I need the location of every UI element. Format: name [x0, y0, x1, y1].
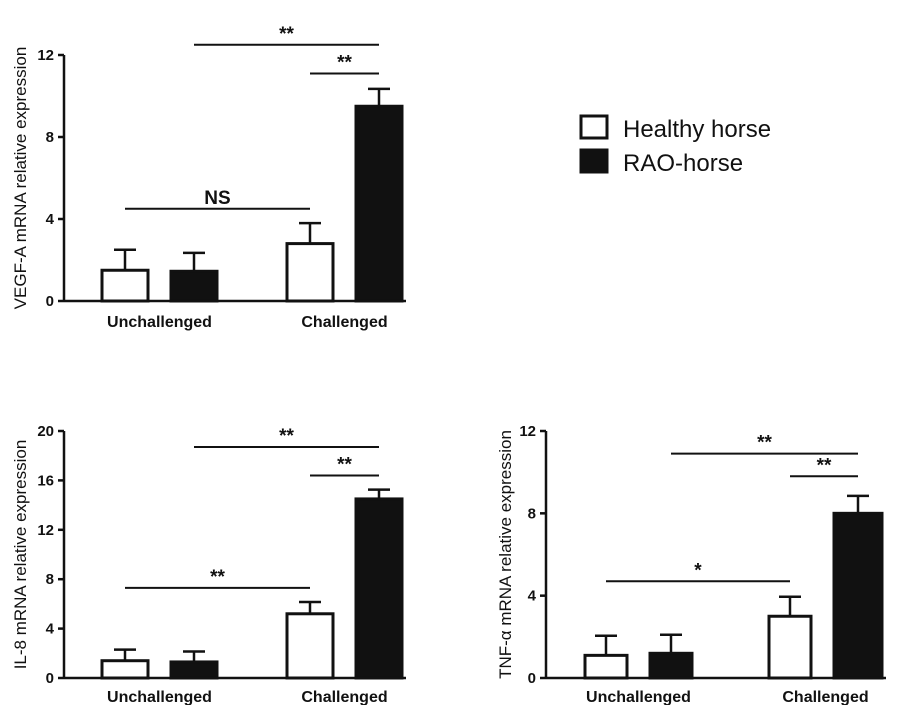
chart-panel-2: 0 4 8 12 16 20 IL-8 mRNA relative expression Un…: [11, 423, 406, 705]
bar-rao-challenged: [354, 104, 404, 303]
bar-rao-challenged: [354, 497, 404, 680]
y-tick-label: 0: [46, 293, 54, 310]
significance-label: **: [337, 454, 352, 475]
significance-label: **: [337, 52, 352, 73]
y-tick-label: 12: [37, 522, 54, 539]
y-tick-label: 0: [46, 670, 54, 687]
y-tick-label: 16: [37, 472, 54, 489]
bar-healthy-unchallenged: [583, 653, 629, 680]
y-axis-label: VEGF-A mRNA relative expression: [11, 47, 30, 310]
chart-panel-1: 0 4 8 12 VEGF-A mRNA relative expression Unch…: [11, 24, 406, 331]
y-tick-label: 20: [37, 423, 54, 440]
category-label: Challenged: [301, 689, 387, 705]
bar-healthy-challenged: [285, 242, 335, 303]
y-axis-label: IL-8 mRNA relative expression: [11, 440, 30, 670]
legend: Healthy horse RAO-horse: [579, 114, 771, 177]
category-label: Challenged: [782, 689, 868, 705]
y-tick-label: 4: [528, 588, 537, 605]
y-axis-label: TNF-α mRNA relative expression: [496, 430, 515, 679]
significance-label: NS: [204, 188, 230, 209]
legend-swatch-healthy: [579, 114, 609, 140]
significance-label: **: [279, 426, 294, 447]
bar-rao-unchallenged: [169, 660, 219, 680]
y-tick-label: 4: [46, 211, 55, 228]
bar-rao-unchallenged: [648, 651, 694, 680]
y-tick-label: 12: [37, 47, 54, 64]
significance-label: **: [279, 24, 294, 45]
bar-rao-challenged: [832, 511, 884, 680]
legend-label-rao: RAO-horse: [623, 150, 743, 177]
y-tick-label: 8: [528, 505, 536, 522]
category-label: Unchallenged: [586, 689, 691, 705]
y-tick-label: 4: [46, 621, 55, 638]
category-label: Unchallenged: [107, 314, 212, 331]
bar-healthy-challenged: [285, 612, 335, 680]
bar-rao-unchallenged: [169, 269, 219, 303]
legend-label-healthy: Healthy horse: [623, 116, 771, 143]
significance-label: **: [210, 567, 225, 588]
category-label: Challenged: [301, 314, 387, 331]
y-tick-label: 0: [528, 670, 536, 687]
category-label: Unchallenged: [107, 689, 212, 705]
y-tick-label: 8: [46, 129, 54, 146]
legend-swatch-rao: [579, 148, 609, 174]
bar-healthy-unchallenged: [100, 268, 150, 303]
significance-label: *: [694, 560, 702, 581]
bar-healthy-unchallenged: [100, 659, 150, 680]
y-tick-label: 8: [46, 571, 54, 588]
bar-healthy-challenged: [767, 614, 813, 680]
y-tick-label: 12: [519, 423, 536, 440]
significance-label: **: [757, 433, 772, 454]
significance-label: **: [817, 455, 832, 476]
